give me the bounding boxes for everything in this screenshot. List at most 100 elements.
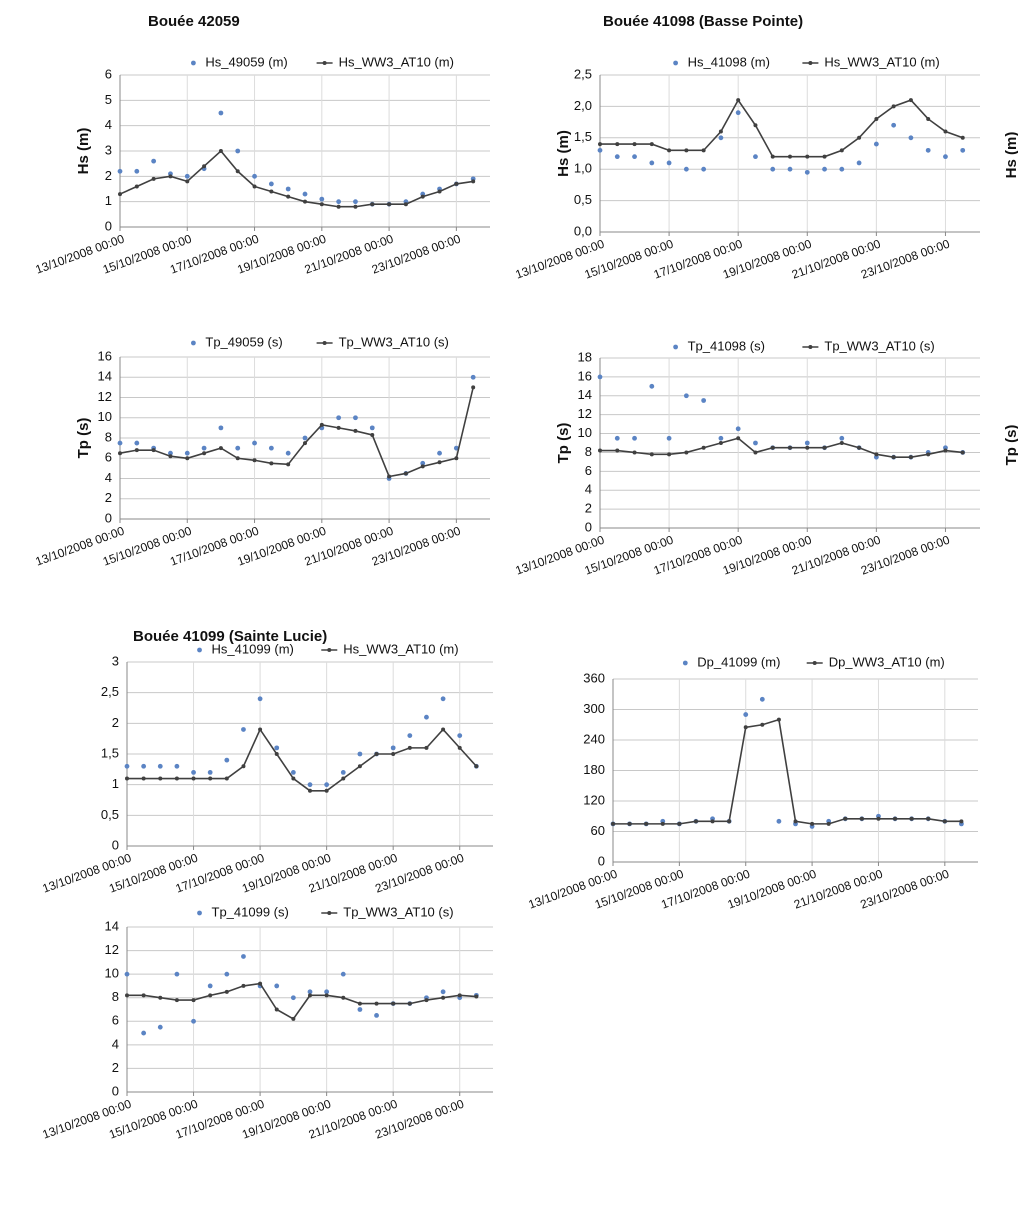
- line-marker: [357, 764, 362, 769]
- line-marker: [118, 451, 122, 456]
- data-point: [943, 445, 948, 451]
- line-marker: [134, 448, 139, 453]
- line-marker: [770, 154, 775, 159]
- y-axis-label: Hs (m): [555, 130, 572, 177]
- y-tick-label: 12: [98, 389, 112, 404]
- data-point: [168, 450, 173, 456]
- data-point: [201, 445, 207, 451]
- data-point: [274, 745, 280, 751]
- line-marker: [926, 816, 931, 821]
- data-point: [184, 450, 190, 456]
- y-tick-label: 4: [105, 470, 112, 485]
- line-marker: [191, 776, 196, 781]
- line-marker: [942, 819, 947, 824]
- line-marker: [736, 436, 741, 441]
- line-marker: [788, 154, 792, 159]
- data-point: [157, 1024, 163, 1030]
- series-line: [600, 437, 963, 458]
- line-marker: [185, 456, 190, 461]
- line-marker: [235, 169, 240, 174]
- data-point: [218, 425, 224, 431]
- line-marker: [391, 1001, 396, 1006]
- data-point: [632, 154, 637, 160]
- line-marker: [370, 202, 375, 207]
- data-point: [268, 445, 274, 451]
- line-marker: [684, 450, 689, 455]
- line-marker: [891, 104, 896, 109]
- data-point: [357, 751, 363, 757]
- line-marker: [258, 981, 263, 986]
- line-marker: [893, 816, 898, 821]
- line-marker: [218, 446, 223, 451]
- data-point: [141, 763, 147, 769]
- data-point: [324, 782, 330, 788]
- data-point: [290, 770, 296, 775]
- line-marker: [598, 142, 602, 147]
- y-tick-label: 5: [105, 92, 112, 107]
- data-point: [424, 714, 429, 720]
- line-marker: [407, 1001, 412, 1006]
- line-marker: [370, 432, 375, 437]
- data-point: [117, 440, 123, 446]
- line-marker: [943, 448, 948, 453]
- legend-label: Hs_41098 (m): [688, 54, 770, 69]
- y-tick-label: 1,0: [574, 161, 592, 176]
- line-marker: [158, 995, 163, 1000]
- y-tick-label: 0: [112, 1083, 119, 1098]
- data-point: [191, 770, 196, 775]
- data-point: [340, 770, 346, 775]
- line-marker: [839, 441, 844, 445]
- y-tick-label: 0: [105, 218, 112, 233]
- line-marker: [437, 460, 442, 465]
- line-marker: [286, 194, 291, 199]
- line-marker: [805, 445, 810, 450]
- y-tick-label: 6: [105, 450, 112, 465]
- y-tick-label: 2: [585, 501, 592, 516]
- line-marker: [857, 135, 862, 140]
- data-point: [804, 169, 810, 175]
- line-marker: [341, 776, 346, 781]
- legend-label: Hs_WW3_AT10 (m): [339, 54, 454, 69]
- line-marker: [324, 788, 329, 793]
- line-marker: [611, 821, 615, 826]
- line-marker: [286, 462, 291, 467]
- line-marker: [959, 819, 964, 824]
- data-point: [207, 770, 213, 775]
- y-tick-label: 16: [98, 348, 112, 363]
- chart-title: Bouée 41098 (Basse Pointe): [603, 13, 803, 30]
- legend-label: Tp_WW3_AT10 (s): [343, 904, 453, 919]
- data-point: [235, 148, 241, 154]
- edge-y-label: Hs (m): [1003, 132, 1018, 179]
- y-tick-label: 12: [105, 942, 119, 957]
- line-marker: [874, 452, 879, 457]
- line-marker: [291, 1016, 296, 1021]
- line-marker: [303, 441, 307, 446]
- data-point: [753, 154, 758, 160]
- line-marker: [710, 819, 715, 824]
- line-marker: [387, 474, 392, 479]
- chart: Bouée 41098 (Basse Pointe) Hs (m) 0,0 0,5 1,…: [514, 13, 980, 282]
- line-marker: [660, 821, 665, 826]
- line-marker: [218, 149, 223, 153]
- line-marker: [718, 129, 723, 134]
- data-point: [134, 168, 140, 174]
- data-point: [420, 460, 426, 466]
- line-marker: [701, 148, 706, 153]
- series-line: [119, 387, 474, 478]
- line-marker: [319, 202, 324, 207]
- data-point: [285, 186, 291, 192]
- y-tick-label: 1: [105, 193, 112, 208]
- line-marker: [208, 776, 213, 781]
- data-point: [804, 440, 810, 446]
- legend-label: Tp_41099 (s): [212, 904, 289, 919]
- data-point: [224, 757, 230, 763]
- y-tick-label: 6: [112, 1013, 119, 1028]
- data-point: [597, 147, 603, 153]
- data-point: [614, 435, 620, 441]
- data-point: [241, 727, 246, 732]
- y-tick-label: 1,5: [101, 745, 119, 760]
- y-tick-label: 3: [105, 142, 112, 157]
- data-point: [470, 374, 476, 380]
- line-marker: [677, 821, 682, 826]
